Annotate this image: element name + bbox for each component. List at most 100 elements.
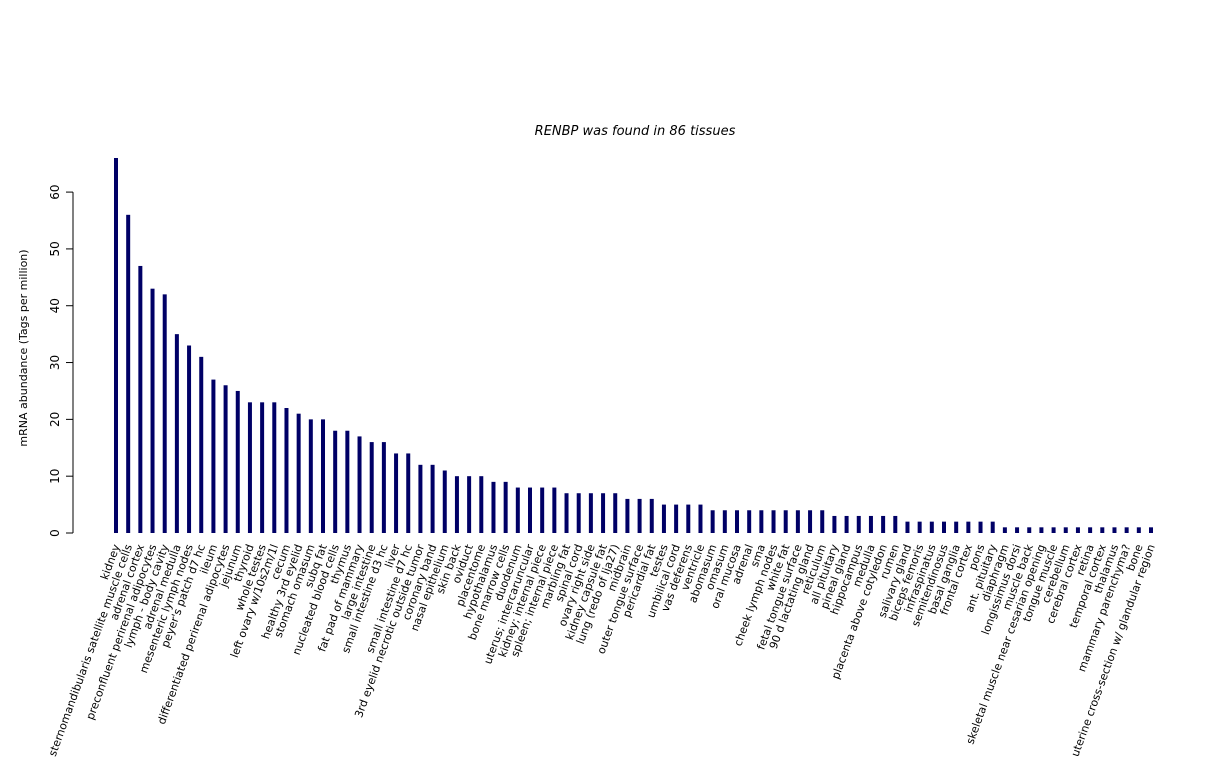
bar	[235, 390, 240, 533]
bar	[150, 288, 155, 533]
bar	[1015, 527, 1020, 533]
bar	[162, 294, 167, 533]
bar	[223, 385, 228, 533]
bar	[905, 521, 910, 533]
bar	[406, 453, 411, 533]
bar	[698, 504, 703, 533]
bar	[1063, 527, 1068, 533]
bar	[174, 334, 179, 533]
bar	[1100, 527, 1105, 533]
bar	[625, 498, 630, 533]
y-axis: 0 10 20 30 40 50 60	[48, 184, 74, 537]
bar	[467, 476, 472, 533]
bar	[759, 510, 764, 533]
bar	[187, 345, 192, 533]
bar	[917, 521, 922, 533]
bar	[272, 402, 277, 533]
bar	[868, 515, 873, 533]
bar	[454, 476, 459, 533]
bar	[929, 521, 934, 533]
bar	[1027, 527, 1032, 533]
bar	[564, 493, 569, 533]
bar	[540, 487, 545, 533]
y-axis-label: mRNA abundance (Tags per million)	[17, 249, 30, 446]
bar	[211, 379, 216, 533]
bar	[783, 510, 788, 533]
bar	[1112, 527, 1117, 533]
bar	[881, 515, 886, 533]
bar	[1039, 527, 1044, 533]
bar	[966, 521, 971, 533]
y-tick-label: 60	[48, 184, 62, 199]
bar	[381, 442, 386, 533]
bar	[588, 493, 593, 533]
bar	[552, 487, 557, 533]
bar	[990, 521, 995, 533]
bar	[369, 442, 374, 533]
bar	[333, 430, 338, 533]
bar	[357, 436, 362, 533]
bar	[576, 493, 581, 533]
bar	[735, 510, 739, 533]
bar	[661, 504, 666, 533]
bar	[199, 356, 204, 533]
y-tick-label: 30	[48, 355, 62, 370]
bar	[747, 510, 752, 533]
bars-group	[114, 158, 1153, 533]
bar	[674, 504, 679, 533]
bar	[1149, 527, 1153, 533]
bar	[1051, 527, 1056, 533]
bar	[601, 493, 606, 533]
bar	[479, 476, 484, 533]
bar	[844, 515, 849, 533]
bar	[1136, 527, 1141, 533]
bar	[820, 510, 825, 533]
bar	[442, 470, 447, 533]
bar	[808, 510, 813, 533]
bar	[418, 464, 423, 533]
y-tick-label: 20	[48, 412, 62, 427]
bar	[126, 214, 131, 533]
bar	[1002, 527, 1007, 533]
bar	[503, 481, 508, 533]
bar	[795, 510, 800, 533]
bar	[637, 498, 642, 533]
bar	[394, 453, 399, 533]
bar	[491, 481, 496, 533]
bar	[954, 521, 959, 533]
bar	[832, 515, 837, 533]
y-tick-label: 40	[48, 298, 62, 313]
bar	[308, 419, 313, 533]
bar	[138, 265, 143, 533]
bar	[978, 521, 983, 533]
bar	[649, 498, 654, 533]
bar	[722, 510, 727, 533]
chart-title: RENBP was found in 86 tissues	[535, 124, 736, 139]
bar	[515, 487, 520, 533]
bar	[296, 413, 301, 533]
y-tick-label: 10	[48, 469, 62, 484]
y-tick-label: 50	[48, 241, 62, 256]
bar	[260, 402, 265, 533]
bar	[247, 402, 252, 533]
bar	[1075, 527, 1080, 533]
bar	[856, 515, 861, 533]
bar	[321, 419, 325, 533]
bar	[430, 464, 435, 533]
bar	[771, 510, 776, 533]
bar	[710, 510, 715, 533]
bar	[114, 158, 118, 533]
bar	[893, 515, 898, 533]
bar	[528, 487, 532, 533]
y-tick-label: 0	[48, 529, 62, 537]
bar	[1088, 527, 1093, 533]
bar	[942, 521, 946, 533]
bar	[613, 493, 618, 533]
bar	[345, 430, 350, 533]
bar	[1124, 527, 1129, 533]
bar	[284, 408, 289, 533]
bar	[686, 504, 691, 533]
